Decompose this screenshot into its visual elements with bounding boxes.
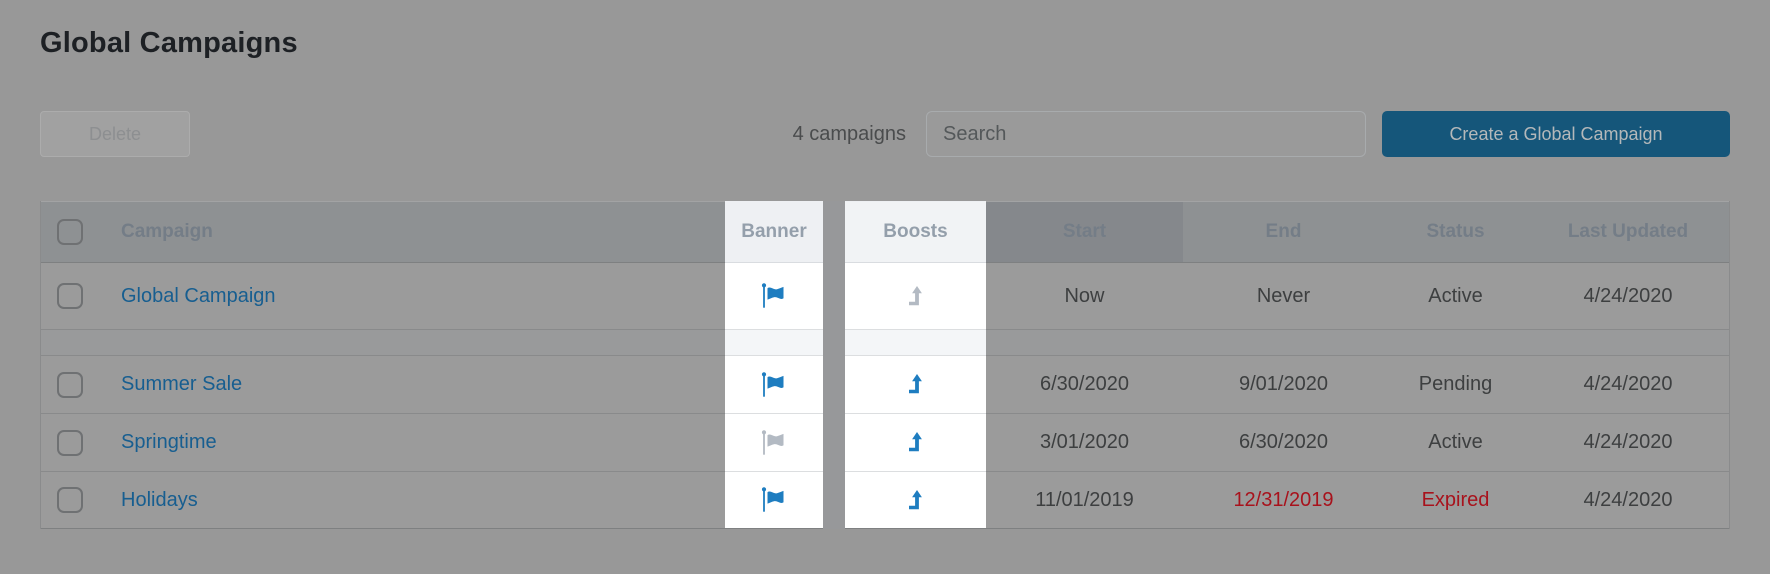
column-header-start[interactable]: Start bbox=[986, 201, 1183, 263]
end-date-cell: Never bbox=[1183, 263, 1384, 329]
last-updated-cell: 4/24/2020 bbox=[1527, 263, 1729, 329]
row-checkbox[interactable] bbox=[57, 487, 83, 513]
campaign-cell: Global Campaign bbox=[109, 263, 725, 329]
row-checkbox-cell bbox=[41, 355, 109, 413]
highlight-gap bbox=[823, 355, 845, 413]
campaign-count: 4 campaigns bbox=[792, 122, 906, 145]
last-updated-cell: 4/24/2020 bbox=[1527, 355, 1729, 413]
table-row: Holidays 11/01/2019 12/31/2019 Expired 4/24… bbox=[41, 471, 1729, 529]
campaigns-table: Campaign Banner Boosts Start End Status … bbox=[40, 201, 1730, 529]
end-date-cell: 6/30/2020 bbox=[1183, 413, 1384, 471]
column-header-banner[interactable]: Banner bbox=[725, 201, 823, 263]
level-up-icon[interactable] bbox=[904, 488, 928, 513]
group-separator-row bbox=[41, 329, 1729, 355]
separator-cell bbox=[1384, 329, 1527, 355]
table-body: Global Campaign Now Never Active 4/24/2020 S… bbox=[41, 263, 1729, 529]
create-global-campaign-button[interactable]: Create a Global Campaign bbox=[1382, 111, 1730, 157]
column-header-last-updated[interactable]: Last Updated bbox=[1527, 201, 1729, 263]
separator-cell bbox=[1527, 329, 1729, 355]
banner-cell bbox=[725, 413, 823, 471]
select-all-checkbox[interactable] bbox=[57, 219, 83, 245]
toolbar: Delete 4 campaigns Create a Global Campa… bbox=[40, 111, 1730, 157]
start-date-cell: Now bbox=[986, 263, 1183, 329]
separator-cell bbox=[986, 329, 1183, 355]
flag-icon[interactable] bbox=[759, 371, 789, 399]
row-checkbox[interactable] bbox=[57, 283, 83, 309]
banner-cell bbox=[725, 471, 823, 529]
status-cell: Expired bbox=[1384, 471, 1527, 529]
separator-cell bbox=[41, 329, 109, 355]
campaign-link[interactable]: Springtime bbox=[121, 431, 217, 453]
column-header-boosts[interactable]: Boosts bbox=[845, 201, 986, 263]
table-row: Summer Sale 6/30/2020 9/01/2020 Pending 4/2… bbox=[41, 355, 1729, 413]
table-header-row: Campaign Banner Boosts Start End Status … bbox=[41, 201, 1729, 263]
boosts-cell bbox=[845, 263, 986, 329]
search-input[interactable] bbox=[926, 111, 1366, 157]
status-cell: Active bbox=[1384, 413, 1527, 471]
highlight-gap bbox=[823, 471, 845, 529]
separator-cell bbox=[1183, 329, 1384, 355]
separator-banner-cell bbox=[725, 329, 823, 355]
level-up-icon[interactable] bbox=[904, 372, 928, 397]
column-header-end[interactable]: End bbox=[1183, 201, 1384, 263]
boosts-cell bbox=[845, 471, 986, 529]
end-date-cell: 9/01/2020 bbox=[1183, 355, 1384, 413]
boosts-cell bbox=[845, 413, 986, 471]
campaign-cell: Summer Sale bbox=[109, 355, 725, 413]
campaign-cell: Springtime bbox=[109, 413, 725, 471]
last-updated-cell: 4/24/2020 bbox=[1527, 413, 1729, 471]
campaign-link[interactable]: Holidays bbox=[121, 488, 198, 511]
status-cell: Pending bbox=[1384, 355, 1527, 413]
campaign-cell: Holidays bbox=[109, 471, 725, 529]
highlight-gap bbox=[823, 329, 845, 355]
campaign-link[interactable]: Global Campaign bbox=[121, 284, 276, 307]
row-checkbox[interactable] bbox=[57, 429, 83, 456]
campaign-link[interactable]: Summer Sale bbox=[121, 373, 243, 395]
separator-cell bbox=[109, 329, 725, 355]
level-up-icon[interactable] bbox=[904, 284, 928, 309]
row-checkbox-cell bbox=[41, 471, 109, 529]
column-header-status[interactable]: Status bbox=[1384, 201, 1527, 263]
flag-icon[interactable] bbox=[759, 486, 789, 514]
status-cell: Active bbox=[1384, 263, 1527, 329]
toolbar-right: 4 campaigns Create a Global Campaign bbox=[793, 111, 1730, 157]
start-date-cell: 11/01/2019 bbox=[986, 471, 1183, 529]
start-date-cell: 3/01/2020 bbox=[986, 413, 1183, 471]
row-checkbox[interactable] bbox=[57, 371, 83, 398]
column-header-campaign[interactable]: Campaign bbox=[109, 201, 725, 263]
table-row: Springtime 3/01/2020 6/30/2020 Active 4/24/… bbox=[41, 413, 1729, 471]
flag-icon[interactable] bbox=[759, 282, 789, 310]
highlight-gap bbox=[823, 201, 845, 263]
level-up-icon[interactable] bbox=[904, 430, 928, 455]
start-date-cell: 6/30/2020 bbox=[986, 355, 1183, 413]
highlight-gap bbox=[823, 263, 845, 329]
separator-boosts-cell bbox=[845, 329, 986, 355]
row-checkbox-cell bbox=[41, 413, 109, 471]
boosts-cell bbox=[845, 355, 986, 413]
select-all-cell bbox=[41, 201, 109, 263]
flag-icon[interactable] bbox=[759, 429, 789, 457]
banner-cell bbox=[725, 263, 823, 329]
table-row: Global Campaign Now Never Active 4/24/2020 bbox=[41, 263, 1729, 329]
highlight-gap bbox=[823, 413, 845, 471]
page-title: Global Campaigns bbox=[40, 27, 298, 59]
last-updated-cell: 4/24/2020 bbox=[1527, 471, 1729, 529]
banner-cell bbox=[725, 355, 823, 413]
row-checkbox-cell bbox=[41, 263, 109, 329]
end-date-cell: 12/31/2019 bbox=[1183, 471, 1384, 529]
delete-button[interactable]: Delete bbox=[40, 111, 190, 157]
